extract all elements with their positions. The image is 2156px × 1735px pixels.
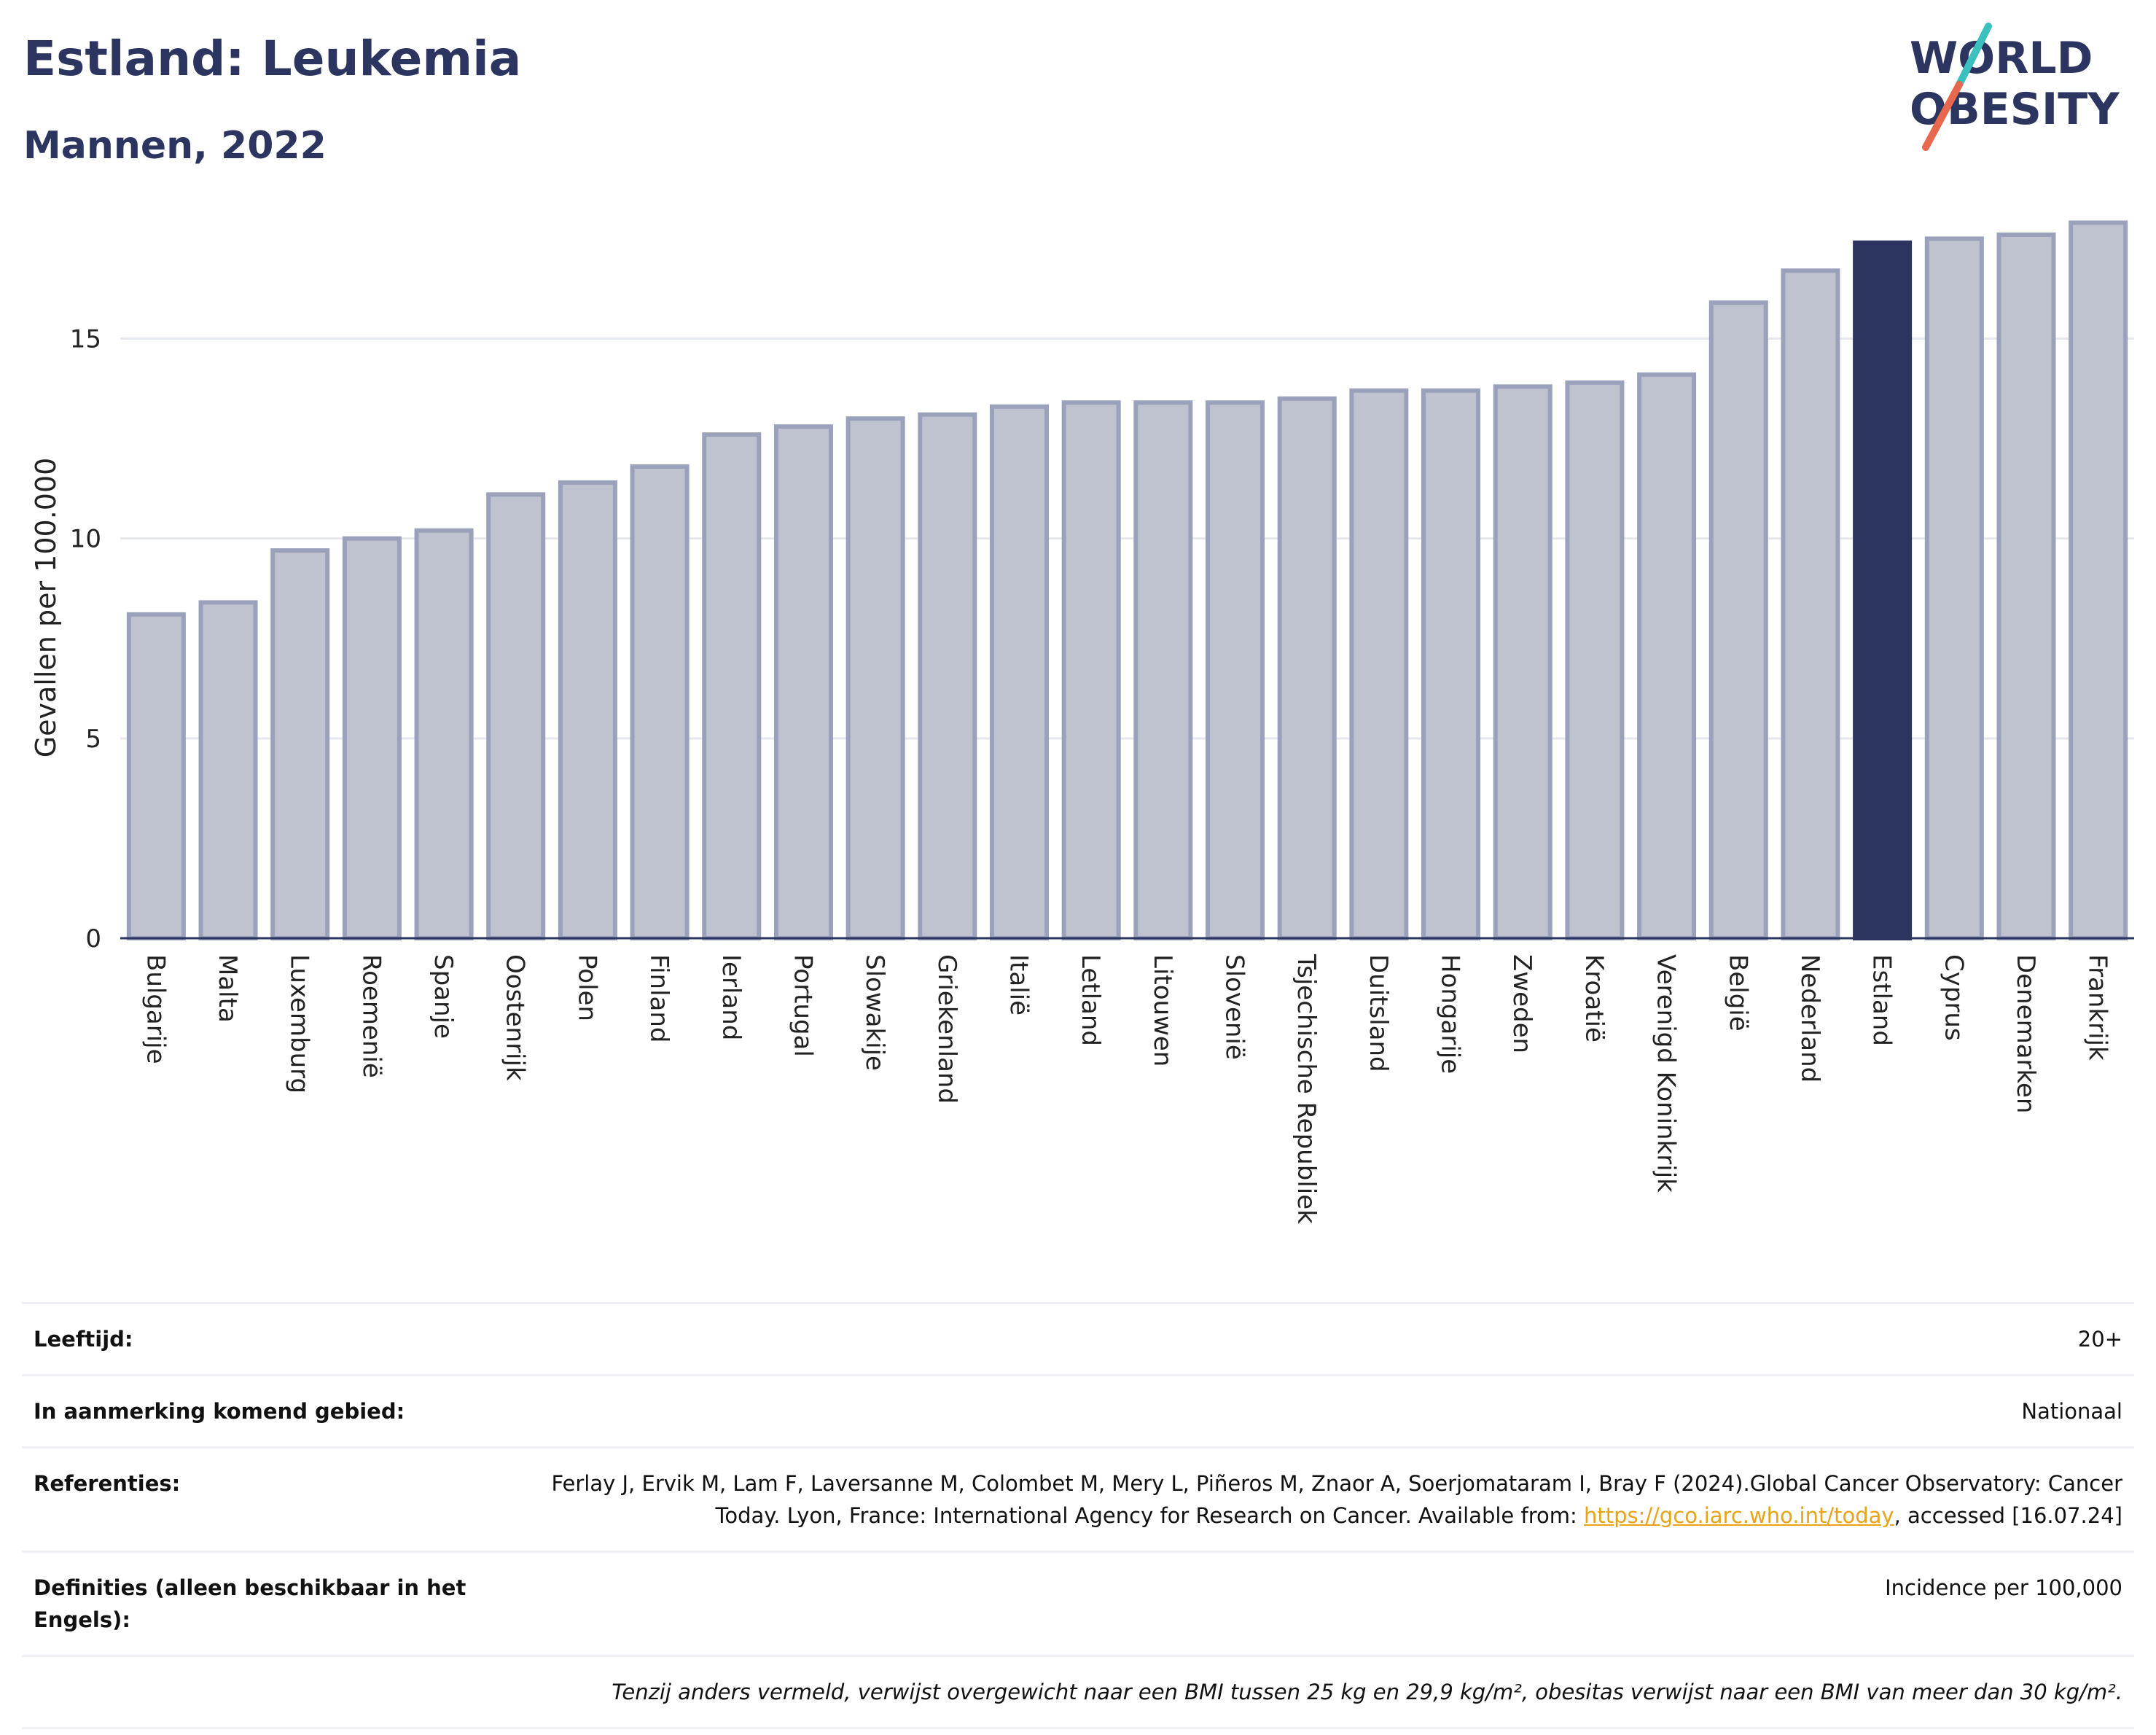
age-label: Leeftijd: bbox=[22, 1302, 497, 1376]
x-tick-label: Tsjechische Republiek bbox=[1292, 954, 1321, 1224]
references-text-1: Ferlay J, Ervik M, Lam F, Laversanne M, … bbox=[551, 1471, 2122, 1528]
bar-denemarken bbox=[1996, 232, 2056, 940]
x-tick-label: Estland bbox=[1867, 954, 1897, 1046]
bar-verenigd-koninkrijk bbox=[1637, 372, 1697, 940]
x-tick-label: Griekenland bbox=[932, 954, 961, 1104]
x-tick-label: Slowakije bbox=[860, 954, 889, 1071]
x-tick-label: Polen bbox=[572, 954, 601, 1021]
bar-bulgarije bbox=[126, 612, 186, 940]
references-value: Ferlay J, Ervik M, Lam F, Laversanne M, … bbox=[497, 1446, 2134, 1552]
definitions-value: Incidence per 100,000 bbox=[497, 1551, 2134, 1656]
x-tick-label: Roemenië bbox=[356, 954, 386, 1078]
x-tick-label: Nederland bbox=[1795, 954, 1824, 1083]
bar-malta bbox=[198, 600, 258, 941]
x-tick-label: Oostenrijk bbox=[501, 954, 530, 1081]
x-tick-label: Verenigd Koninkrijk bbox=[1652, 954, 1681, 1193]
bar-slowakije bbox=[845, 416, 905, 940]
bar-ierland bbox=[702, 432, 762, 940]
x-tick-label: Cyprus bbox=[1939, 954, 1968, 1041]
x-tick-label: Luxemburg bbox=[285, 954, 314, 1093]
x-tick-label: België bbox=[1723, 954, 1752, 1032]
x-tick-label: Portugal bbox=[788, 954, 817, 1057]
bar-chart: 0 5 10 15 Bulgarije Malta Luxemburg Roemenië Spa… bbox=[30, 220, 2134, 1224]
x-tick-label: Denemarken bbox=[2011, 954, 2040, 1113]
bar-letland bbox=[1061, 400, 1121, 940]
x-tick-label: Kroatië bbox=[1579, 954, 1609, 1042]
x-tick-label: Slovenië bbox=[1220, 954, 1249, 1060]
x-tick-label: Frankrijk bbox=[2083, 954, 2112, 1061]
bar-frankrijk bbox=[2069, 220, 2128, 940]
chart-title: Estland: Leukemia bbox=[23, 31, 522, 87]
definitions-label: Definities (alleen beschikbaar in het En… bbox=[22, 1551, 497, 1656]
references-label: Referenties: bbox=[22, 1446, 497, 1552]
chart-subtitle: Mannen, 2022 bbox=[23, 124, 327, 168]
bar-oostenrijk bbox=[486, 492, 546, 940]
y-tick-label: 5 bbox=[85, 725, 101, 754]
bar-zweden bbox=[1493, 384, 1552, 940]
bar-belgië bbox=[1708, 300, 1768, 940]
y-tick-label: 15 bbox=[70, 325, 101, 354]
bar-luxemburg bbox=[270, 548, 330, 940]
bar-hongarije bbox=[1421, 388, 1481, 940]
references-text-2: , accessed [16.07.24] bbox=[1894, 1503, 2122, 1528]
bar-slovenië bbox=[1206, 400, 1265, 940]
x-tick-label: Malta bbox=[213, 954, 242, 1023]
bar-kroatië bbox=[1565, 380, 1625, 940]
x-tick-label: Finland bbox=[644, 954, 673, 1043]
info-row-area: In aanmerking komend gebied: Nationaal bbox=[22, 1374, 2134, 1448]
footnote: Tenzij anders vermeld, verwijst overgewi… bbox=[22, 1655, 2134, 1729]
y-tick-label: 10 bbox=[70, 525, 101, 554]
bar-duitsland bbox=[1349, 388, 1409, 940]
bar-spanje bbox=[414, 528, 474, 940]
y-tick-label: 0 bbox=[85, 924, 101, 954]
references-link[interactable]: https://gco.iarc.who.int/today bbox=[1583, 1503, 1894, 1528]
x-tick-label: Bulgarije bbox=[141, 954, 170, 1064]
x-tick-label: Spanje bbox=[429, 954, 458, 1039]
bar-roemenië bbox=[342, 536, 402, 940]
logo-line1: WORLD bbox=[1910, 33, 2093, 84]
info-row-age: Leeftijd: 20+ bbox=[22, 1302, 2134, 1376]
area-label: In aanmerking komend gebied: bbox=[22, 1374, 497, 1448]
bar-litouwen bbox=[1133, 400, 1193, 940]
world-obesity-logo: WORLD OBESITY bbox=[1910, 23, 2120, 151]
bar-estland bbox=[1853, 240, 1913, 940]
x-tick-label: Duitsland bbox=[1364, 954, 1393, 1072]
x-tick-label: Litouwen bbox=[1148, 954, 1177, 1067]
info-row-definitions: Definities (alleen beschikbaar in het En… bbox=[22, 1551, 2134, 1656]
x-tick-label: Italië bbox=[1004, 954, 1033, 1015]
bar-polen bbox=[558, 480, 617, 940]
area-value: Nationaal bbox=[497, 1374, 2134, 1448]
bar-tsjechische-republiek bbox=[1277, 396, 1337, 940]
y-axis-title: Gevallen per 100.000 bbox=[30, 458, 62, 758]
info-row-references: Referenties: Ferlay J, Ervik M, Lam F, L… bbox=[22, 1446, 2134, 1552]
bar-italië bbox=[989, 404, 1049, 940]
x-tick-label: Letland bbox=[1076, 954, 1105, 1046]
age-value: 20+ bbox=[497, 1302, 2134, 1376]
bar-portugal bbox=[773, 424, 833, 940]
info-row-note: Tenzij anders vermeld, verwijst overgewi… bbox=[22, 1655, 2134, 1729]
bar-nederland bbox=[1781, 268, 1840, 940]
bar-cyprus bbox=[1924, 236, 1984, 940]
bar-finland bbox=[630, 464, 690, 940]
x-tick-label: Ierland bbox=[716, 954, 746, 1040]
info-table: Leeftijd: 20+ In aanmerking komend gebie… bbox=[22, 1302, 2134, 1729]
x-tick-label: Zweden bbox=[1507, 954, 1536, 1053]
bar-griekenland bbox=[918, 412, 977, 940]
x-tick-label: Hongarije bbox=[1436, 954, 1465, 1074]
